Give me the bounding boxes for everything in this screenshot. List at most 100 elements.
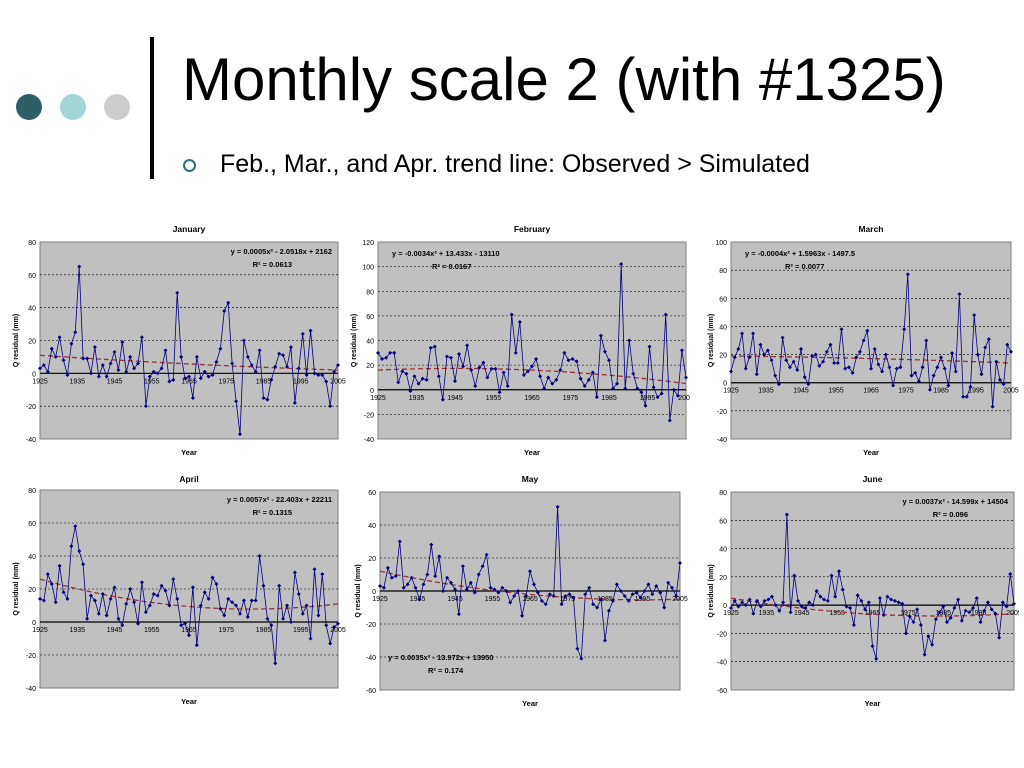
y-tick-label: 20 xyxy=(366,363,374,370)
data-point xyxy=(281,616,286,621)
data-point xyxy=(453,379,457,384)
data-point xyxy=(659,391,664,396)
data-point xyxy=(179,623,184,628)
data-point xyxy=(261,395,266,400)
data-point xyxy=(508,600,513,605)
data-point xyxy=(784,512,789,517)
y-tick-label: -40 xyxy=(364,437,374,444)
x-tick-label: 1945 xyxy=(794,610,810,617)
data-point xyxy=(472,590,477,595)
data-point xyxy=(942,366,947,371)
data-point xyxy=(666,580,671,585)
data-point xyxy=(535,590,540,595)
data-point xyxy=(792,573,797,578)
data-point xyxy=(1008,572,1013,577)
x-tick-label: 1925 xyxy=(370,395,386,402)
x-tick-label: 1995 xyxy=(293,627,309,634)
chart-february: -40 -20 0 20 40 60 80 100 120 1925 1935 1945 1955 196… xyxy=(346,220,694,460)
data-point xyxy=(308,636,313,641)
data-point xyxy=(61,358,66,363)
data-point xyxy=(139,580,144,585)
data-point xyxy=(444,354,449,359)
trend-equation: y = 0.0057x² - 22.403x + 22211 xyxy=(227,495,332,504)
data-point xyxy=(104,374,109,379)
data-point xyxy=(469,368,474,373)
data-point xyxy=(175,290,180,295)
decor-dot-teal xyxy=(60,94,86,120)
data-point xyxy=(679,348,684,353)
y-tick-label: 40 xyxy=(366,339,374,346)
data-point xyxy=(245,615,250,620)
data-point xyxy=(631,371,636,376)
data-point xyxy=(922,652,927,657)
data-point xyxy=(740,331,745,336)
data-point xyxy=(663,312,668,317)
data-point xyxy=(913,370,918,375)
data-point xyxy=(143,404,148,409)
data-point xyxy=(807,600,812,605)
data-point xyxy=(1001,382,1006,387)
data-point xyxy=(496,590,501,595)
data-point xyxy=(241,598,246,603)
data-point xyxy=(257,554,262,558)
x-tick-label: 1935 xyxy=(410,596,426,603)
data-point xyxy=(736,604,741,609)
x-tick-label: 2005 xyxy=(672,596,688,603)
data-point xyxy=(308,328,313,333)
data-point xyxy=(982,608,987,613)
x-tick-label: 1965 xyxy=(865,610,881,617)
x-tick-label: 1975 xyxy=(898,388,914,395)
data-point xyxy=(755,598,760,603)
data-point xyxy=(618,589,623,593)
data-point xyxy=(610,598,615,603)
data-point xyxy=(73,524,78,529)
data-point xyxy=(420,376,425,381)
plot-area xyxy=(730,241,1012,440)
data-point xyxy=(320,572,325,577)
data-point xyxy=(590,370,595,375)
data-point xyxy=(38,366,42,371)
data-point xyxy=(598,333,603,338)
data-point xyxy=(1000,600,1005,605)
data-point xyxy=(554,377,559,382)
data-point xyxy=(885,594,890,599)
x-tick-label: 1925 xyxy=(372,596,388,603)
data-point xyxy=(904,631,909,636)
data-point xyxy=(96,611,101,616)
data-point xyxy=(234,603,239,608)
data-point xyxy=(237,611,242,616)
data-point xyxy=(210,575,215,580)
data-point xyxy=(651,385,656,390)
x-axis-label: Year xyxy=(524,448,540,457)
data-point xyxy=(614,582,619,587)
y-tick-label: -60 xyxy=(366,688,376,695)
data-point xyxy=(504,589,509,593)
y-tick-label: -20 xyxy=(26,653,36,660)
data-point xyxy=(409,575,414,580)
data-point xyxy=(253,598,258,603)
data-point xyxy=(539,598,544,603)
data-point xyxy=(81,562,86,567)
data-point xyxy=(619,262,624,267)
data-point xyxy=(281,353,286,358)
x-tick-label: 1955 xyxy=(144,627,160,634)
data-point xyxy=(865,328,870,333)
data-point xyxy=(159,366,164,371)
data-point xyxy=(492,587,497,592)
data-point xyxy=(833,594,838,599)
y-tick-label: 20 xyxy=(719,575,727,582)
data-point xyxy=(509,312,514,317)
data-point xyxy=(41,598,46,603)
data-point xyxy=(747,597,752,602)
data-point xyxy=(183,376,188,381)
x-axis-label: Year xyxy=(863,448,879,457)
data-point xyxy=(907,614,912,619)
x-tick-label: 1955 xyxy=(486,395,502,402)
data-point xyxy=(198,603,203,608)
data-point xyxy=(151,591,156,596)
y-tick-label: 20 xyxy=(368,556,376,563)
data-point xyxy=(655,395,660,400)
y-tick-label: 0 xyxy=(723,603,727,610)
data-point xyxy=(136,621,141,626)
data-point xyxy=(45,369,50,374)
